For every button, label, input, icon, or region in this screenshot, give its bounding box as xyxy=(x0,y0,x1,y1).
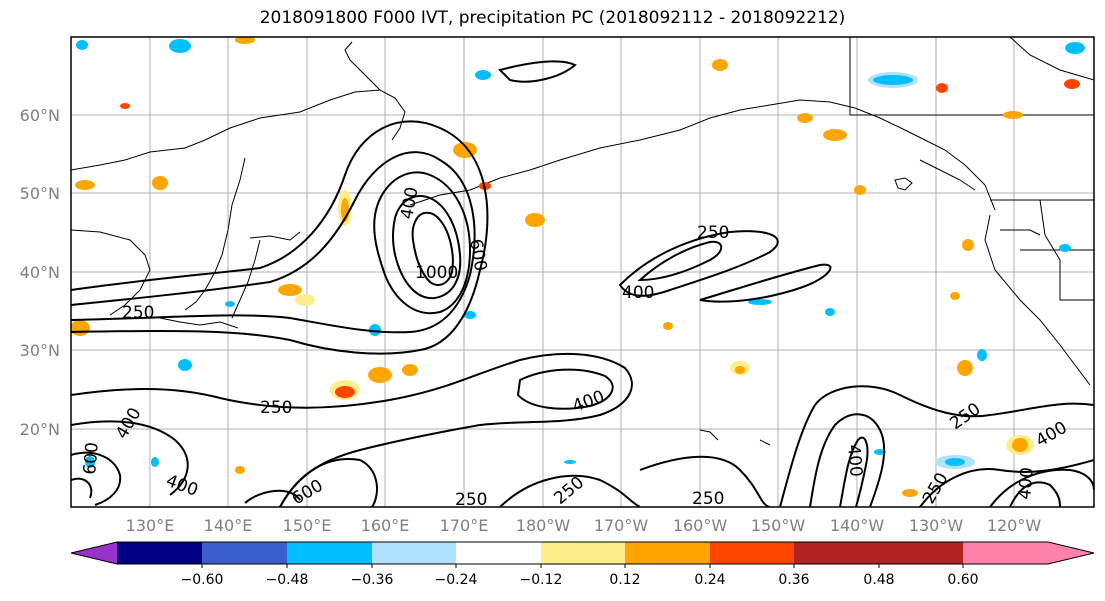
colorbar-bin xyxy=(456,542,541,564)
lon-label: 160°E xyxy=(361,516,410,535)
colorbar-bin xyxy=(287,542,372,564)
map-frame xyxy=(70,36,1095,508)
colorbar-tick-label: −0.60 xyxy=(181,572,224,588)
contour-label: 250 xyxy=(122,303,154,323)
lat-label: 20°N xyxy=(20,420,60,439)
colorbar-outline xyxy=(70,541,1095,565)
precip-positive-areas xyxy=(71,37,1080,497)
lon-label: 140°E xyxy=(204,516,253,535)
lat-label: 30°N xyxy=(20,341,60,360)
contour-label: 400 xyxy=(843,444,866,478)
lon-label: 180°W xyxy=(516,516,571,535)
lat-label: 40°N xyxy=(20,263,60,282)
colorbar-tick-label: −0.36 xyxy=(351,572,394,588)
colorbar-tick-label: 0.36 xyxy=(778,572,809,588)
lon-label: 130°E xyxy=(126,516,175,535)
lon-label: 130°W xyxy=(909,516,964,535)
contour-label: 250 xyxy=(692,489,724,509)
colorbar-bin xyxy=(963,542,1048,564)
colorbar-bin xyxy=(372,542,456,564)
colorbar-bin xyxy=(117,542,202,564)
lat-label: 60°N xyxy=(20,106,60,125)
contour-label: 600 xyxy=(80,441,103,475)
contour-label: 400 xyxy=(1015,466,1038,500)
lon-label: 170°E xyxy=(440,516,489,535)
colorbar-tick-label: 0.60 xyxy=(947,572,978,588)
colorbar-bin xyxy=(879,542,963,564)
lon-label: 150°E xyxy=(283,516,332,535)
colorbar-extend-right xyxy=(1048,542,1094,564)
ivt-contours xyxy=(71,60,1094,507)
colorbar-tick-label: 0.48 xyxy=(863,572,894,588)
longitude-labels: 130°E 140°E 150°E 160°E 170°E 180°W 170°… xyxy=(126,516,1042,535)
contour-label: 1000 xyxy=(415,263,458,283)
colorbar: −0.60 −0.48 −0.36 −0.24 −0.12 0.12 0.24 … xyxy=(70,541,1095,588)
lat-label: 50°N xyxy=(20,184,60,203)
colorbar-extend-left xyxy=(71,542,117,564)
map-panel: 250 400 600 1000 250 400 250 400 600 400… xyxy=(71,37,1094,510)
map-title: 2018091800 F000 IVT, precipitation PC (2… xyxy=(259,8,846,28)
latitude-labels: 60°N 50°N 40°N 30°N 20°N xyxy=(20,106,60,439)
lon-label: 140°W xyxy=(830,516,885,535)
lon-label: 170°W xyxy=(594,516,649,535)
lon-label: 160°W xyxy=(673,516,728,535)
colorbar-tick-label: 0.24 xyxy=(694,572,725,588)
contour-label: 250 xyxy=(260,398,292,418)
colorbar-tick-label: −0.12 xyxy=(520,572,563,588)
contour-label: 250 xyxy=(697,223,729,243)
coastlines xyxy=(71,37,1094,446)
colorbar-bin xyxy=(625,542,710,564)
precip-negative-areas xyxy=(76,39,1085,469)
contour-label: 250 xyxy=(455,490,487,510)
colorbar-bin xyxy=(202,542,287,564)
colorbar-bin xyxy=(794,542,879,564)
contour-label: 400 xyxy=(622,283,654,303)
colorbar-tick-label: −0.48 xyxy=(266,572,309,588)
lon-label: 150°W xyxy=(751,516,806,535)
colorbar-tick-label: −0.24 xyxy=(435,572,478,588)
colorbar-bin xyxy=(710,542,794,564)
colorbar-tick-label: 0.12 xyxy=(609,572,640,588)
colorbar-bin xyxy=(541,542,625,564)
lon-label: 120°W xyxy=(987,516,1042,535)
